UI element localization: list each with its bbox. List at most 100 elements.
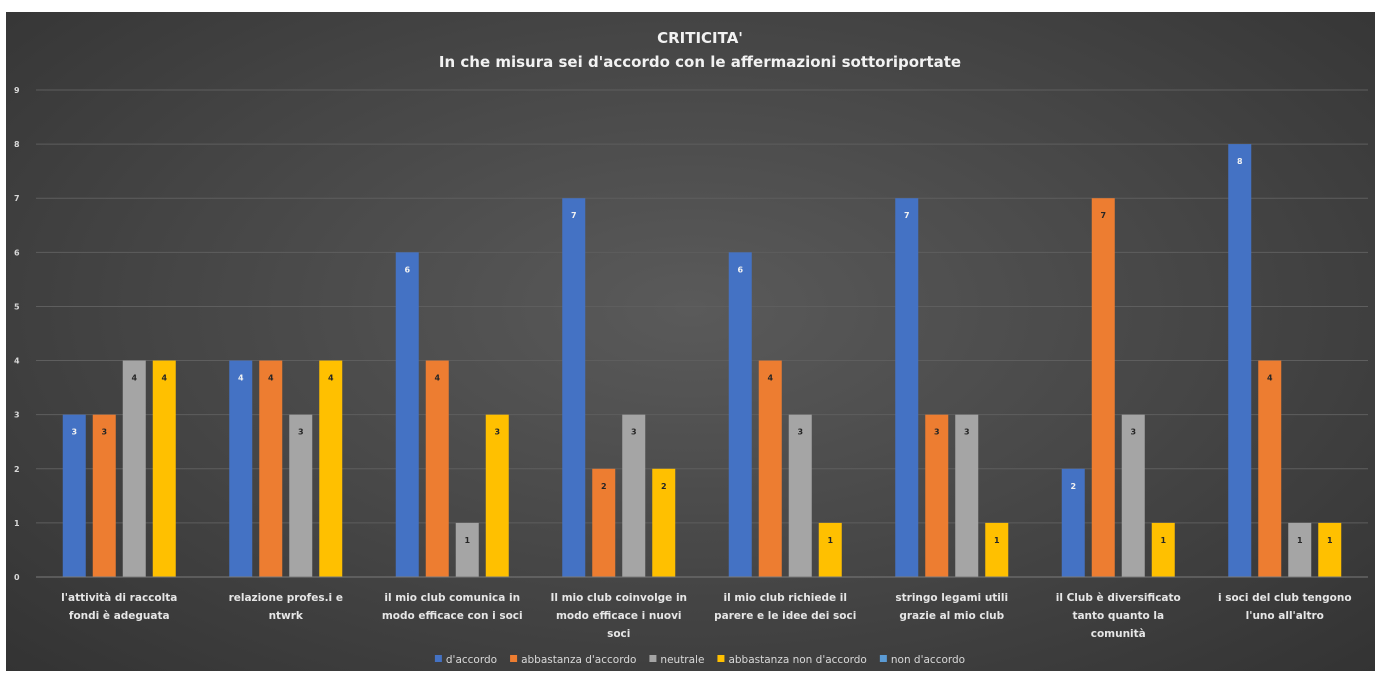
data-label: 1 xyxy=(1160,536,1166,545)
data-label: 1 xyxy=(827,536,833,545)
legend-label: abbastanza d'accordo xyxy=(521,654,636,666)
bar xyxy=(395,252,419,578)
data-label: 7 xyxy=(904,211,910,220)
bar xyxy=(425,360,449,577)
y-tick-label: 8 xyxy=(14,140,20,149)
data-label: 4 xyxy=(131,374,137,383)
category-label: comunità xyxy=(1091,628,1146,640)
data-label: 2 xyxy=(661,482,667,491)
x-axis-categories: l'attività di raccolta fondi è adeguata re… xyxy=(61,592,1351,640)
data-label: 3 xyxy=(797,428,803,437)
bar xyxy=(592,468,616,577)
category-label: l'attività di raccolta xyxy=(61,592,177,604)
bar xyxy=(562,198,586,577)
data-label: 3 xyxy=(631,428,637,437)
category-label: soci xyxy=(607,628,630,640)
chart-title: CRITICITA' xyxy=(657,29,743,47)
category-label: parere e le idee dei soci xyxy=(714,610,856,622)
y-tick-label: 0 xyxy=(14,573,20,582)
data-label: 4 xyxy=(328,374,334,383)
category-label: il mio club comunica in xyxy=(384,592,520,604)
legend-swatch xyxy=(717,655,725,662)
bar xyxy=(92,414,116,577)
legend-swatch xyxy=(879,655,887,662)
bar xyxy=(788,414,812,577)
y-tick-label: 5 xyxy=(14,302,20,311)
legend: d'accordo abbastanza d'accordo neutrale abb… xyxy=(434,654,965,666)
y-axis-ticks: 0 1 2 3 4 5 6 7 8 9 xyxy=(14,86,20,582)
category-label: i soci del club tengono xyxy=(1218,592,1352,604)
bar xyxy=(1061,468,1085,577)
bar xyxy=(818,522,842,577)
data-label: 3 xyxy=(494,428,500,437)
bar xyxy=(955,414,979,577)
data-label: 4 xyxy=(1267,374,1273,383)
bar xyxy=(1091,198,1115,577)
data-label: 7 xyxy=(571,211,577,220)
legend-label: d'accordo xyxy=(446,654,497,666)
data-label: 4 xyxy=(238,374,244,383)
bar xyxy=(485,414,509,577)
category-label: l'uno all'altro xyxy=(1246,610,1324,622)
bar xyxy=(728,252,752,578)
legend-label: neutrale xyxy=(660,654,704,666)
category-label: ntwrk xyxy=(269,610,304,622)
data-label: 1 xyxy=(464,536,470,545)
chart-frame: CRITICITA' In che misura sei d'accordo c… xyxy=(6,12,1375,671)
data-label: 6 xyxy=(404,265,410,274)
data-label: 6 xyxy=(737,265,743,274)
bar xyxy=(289,414,313,577)
bar xyxy=(622,414,646,577)
bar xyxy=(319,360,343,577)
bar xyxy=(1121,414,1145,577)
data-label: 1 xyxy=(1297,536,1303,545)
bar xyxy=(1258,360,1282,577)
data-label: 3 xyxy=(298,428,304,437)
category-label: fondi è adeguata xyxy=(69,610,170,622)
bar xyxy=(455,522,479,577)
legend-label: non d'accordo xyxy=(891,654,965,666)
legend-swatch xyxy=(649,655,657,662)
data-label: 4 xyxy=(268,374,274,383)
category-label: modo efficace i nuovi xyxy=(556,610,682,622)
bar xyxy=(259,360,283,577)
data-label: 2 xyxy=(1070,482,1076,491)
y-tick-label: 2 xyxy=(14,465,20,474)
y-tick-label: 4 xyxy=(14,357,20,366)
category-label: Il mio club coinvolge in xyxy=(550,592,687,604)
y-tick-label: 3 xyxy=(14,411,20,420)
data-label: 8 xyxy=(1237,157,1243,166)
y-tick-label: 7 xyxy=(14,194,20,203)
data-label: 3 xyxy=(934,428,940,437)
category-label: modo efficace con i soci xyxy=(382,610,523,622)
bar xyxy=(1288,522,1312,577)
y-tick-label: 6 xyxy=(14,248,20,257)
bars xyxy=(62,144,1342,578)
data-label: 3 xyxy=(71,428,77,437)
data-label: 3 xyxy=(964,428,970,437)
gridlines xyxy=(36,89,1368,524)
bar xyxy=(1228,144,1252,577)
data-label: 3 xyxy=(101,428,107,437)
bar xyxy=(122,360,146,577)
category-label: relazione profes.i e xyxy=(229,592,343,604)
bar xyxy=(758,360,782,577)
bar xyxy=(895,198,919,577)
data-label: 4 xyxy=(434,374,440,383)
bar xyxy=(152,360,176,577)
category-label: il Club è diversificato xyxy=(1056,592,1181,604)
data-label: 4 xyxy=(161,374,167,383)
data-labels: 3 3 4 4 4 4 3 4 6 4 1 3 7 2 3 2 6 4 3 1 7 3 3 1 2 7 3 1 8 4 1 1 xyxy=(71,157,1333,545)
bar xyxy=(229,360,253,577)
bar-chart: CRITICITA' In che misura sei d'accordo c… xyxy=(14,29,1368,666)
bar xyxy=(985,522,1009,577)
category-label: il mio club richiede il xyxy=(724,592,847,604)
bar xyxy=(62,414,86,577)
legend-swatch xyxy=(510,655,518,662)
y-tick-label: 1 xyxy=(14,519,20,528)
data-label: 4 xyxy=(767,374,773,383)
bar xyxy=(1151,522,1175,577)
bar xyxy=(1318,522,1342,577)
data-label: 3 xyxy=(1130,428,1136,437)
legend-swatch xyxy=(434,655,442,662)
